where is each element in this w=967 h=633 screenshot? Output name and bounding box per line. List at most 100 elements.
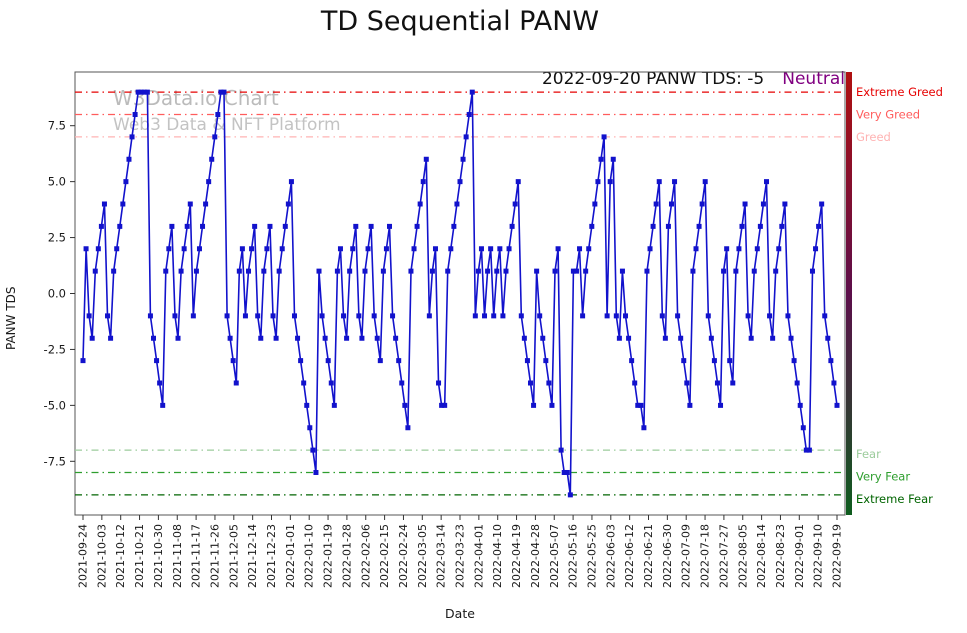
- tds-marker: [760, 201, 766, 207]
- tds-marker: [282, 223, 288, 229]
- tds-marker: [203, 201, 209, 207]
- x-tick-label: 2022-06-30: [661, 524, 674, 588]
- tds-marker: [809, 268, 815, 274]
- tds-marker: [377, 358, 383, 364]
- threshold-label: Very Fear: [856, 469, 910, 483]
- tds-marker: [426, 313, 432, 319]
- tds-marker: [598, 156, 604, 162]
- tds-marker: [580, 313, 586, 319]
- tds-marker: [436, 380, 442, 386]
- x-tick-label: 2022-04-10: [491, 524, 504, 588]
- tds-marker: [362, 268, 368, 274]
- tds-marker: [393, 335, 399, 341]
- tds-marker: [83, 246, 89, 252]
- tds-marker: [350, 246, 356, 252]
- tds-marker: [656, 179, 662, 185]
- tds-marker: [724, 246, 730, 252]
- tds-marker: [518, 313, 524, 319]
- tds-marker: [500, 313, 506, 319]
- tds-marker: [497, 246, 503, 252]
- x-tick-label: 2022-04-28: [529, 524, 542, 588]
- tds-marker: [157, 380, 163, 386]
- tds-marker: [344, 335, 350, 341]
- tds-marker: [80, 358, 86, 364]
- tds-marker: [218, 89, 224, 95]
- tds-marker: [573, 268, 579, 274]
- plot-frame: [74, 71, 846, 516]
- threshold-label: Greed: [856, 130, 891, 144]
- x-tick-label: 2021-11-17: [190, 524, 203, 588]
- tds-marker: [310, 447, 316, 453]
- tds-marker: [718, 402, 724, 408]
- y-tick-label: -7.5: [44, 454, 66, 468]
- tds-marker: [383, 246, 389, 252]
- tds-marker: [390, 313, 396, 319]
- tds-marker: [285, 201, 291, 207]
- tds-marker: [604, 313, 610, 319]
- tds-marker: [227, 335, 233, 341]
- tds-marker: [322, 335, 328, 341]
- tds-marker: [429, 268, 435, 274]
- tds-marker: [144, 89, 150, 95]
- tds-marker: [699, 201, 705, 207]
- tds-marker: [785, 313, 791, 319]
- threshold-label: Very Greed: [856, 108, 920, 122]
- tds-marker: [230, 358, 236, 364]
- tds-marker: [114, 246, 120, 252]
- tds-marker: [515, 179, 521, 185]
- tds-marker: [819, 201, 825, 207]
- tds-marker: [371, 313, 377, 319]
- tds-marker: [328, 380, 334, 386]
- tds-marker: [705, 313, 711, 319]
- tds-marker: [126, 156, 132, 162]
- x-tick-label: 2022-09-01: [793, 524, 806, 588]
- tds-marker: [684, 380, 690, 386]
- tds-marker: [341, 313, 347, 319]
- tds-marker: [460, 156, 466, 162]
- x-tick-label: 2022-06-21: [642, 524, 655, 588]
- tds-marker: [92, 268, 98, 274]
- y-tick-label: 0.0: [48, 287, 66, 301]
- tds-marker: [258, 335, 264, 341]
- tds-marker: [380, 268, 386, 274]
- tds-marker: [644, 268, 650, 274]
- threshold-label: Extreme Fear: [856, 492, 933, 506]
- tds-marker: [607, 179, 613, 185]
- tds-marker: [347, 268, 353, 274]
- tds-marker: [215, 112, 221, 118]
- tds-marker: [105, 313, 111, 319]
- tds-marker: [702, 179, 708, 185]
- tds-marker: [166, 246, 172, 252]
- x-tick-label: 2022-09-10: [812, 524, 825, 588]
- tds-marker: [478, 246, 484, 252]
- sentiment-bar: [846, 72, 852, 515]
- x-tick-label: 2022-09-19: [831, 524, 844, 588]
- tds-marker: [650, 223, 656, 229]
- tds-marker: [708, 335, 714, 341]
- x-tick-label: 2022-08-05: [736, 524, 749, 588]
- tds-marker: [150, 335, 156, 341]
- tds-marker: [714, 380, 720, 386]
- x-tick-label: 2021-10-21: [133, 524, 146, 588]
- tds-marker: [123, 179, 129, 185]
- tds-marker: [95, 246, 101, 252]
- tds-marker: [200, 223, 206, 229]
- latest-value-text: 2022-09-20 PANW TDS: -5: [541, 69, 765, 89]
- tds-marker: [647, 246, 653, 252]
- tds-marker: [813, 246, 819, 252]
- tds-marker: [482, 313, 488, 319]
- tds-marker: [534, 268, 540, 274]
- x-axis-label: Date: [445, 606, 475, 621]
- tds-marker: [212, 134, 218, 140]
- tds-marker: [190, 313, 196, 319]
- y-tick-label: 7.5: [48, 119, 66, 133]
- tds-marker: [662, 335, 668, 341]
- tds-marker: [589, 223, 595, 229]
- tds-marker: [791, 358, 797, 364]
- tds-marker: [365, 246, 371, 252]
- tds-marker: [788, 335, 794, 341]
- tds-marker: [451, 223, 457, 229]
- tds-marker: [488, 246, 494, 252]
